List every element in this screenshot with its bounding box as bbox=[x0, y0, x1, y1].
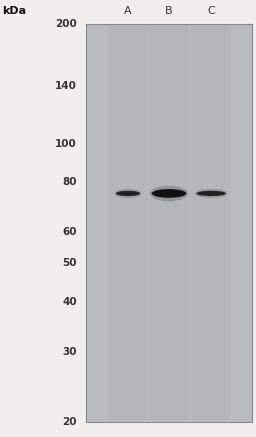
Text: A: A bbox=[124, 6, 132, 16]
Text: 60: 60 bbox=[62, 227, 77, 237]
Text: B: B bbox=[165, 6, 173, 16]
Ellipse shape bbox=[197, 191, 226, 196]
Text: 30: 30 bbox=[62, 347, 77, 357]
Text: C: C bbox=[207, 6, 215, 16]
Ellipse shape bbox=[195, 189, 227, 198]
Text: 40: 40 bbox=[62, 297, 77, 307]
Ellipse shape bbox=[152, 189, 186, 198]
Text: 50: 50 bbox=[62, 258, 77, 268]
Ellipse shape bbox=[150, 186, 188, 201]
Bar bbox=[108, 25, 148, 420]
Bar bbox=[191, 25, 231, 420]
Text: 20: 20 bbox=[62, 417, 77, 427]
Text: 100: 100 bbox=[55, 139, 77, 149]
Ellipse shape bbox=[116, 191, 140, 196]
Text: 200: 200 bbox=[55, 19, 77, 29]
Bar bbox=[149, 25, 189, 420]
Text: 140: 140 bbox=[55, 81, 77, 90]
Ellipse shape bbox=[115, 189, 141, 198]
Text: 80: 80 bbox=[62, 177, 77, 187]
FancyBboxPatch shape bbox=[86, 24, 252, 422]
Text: kDa: kDa bbox=[3, 6, 27, 16]
